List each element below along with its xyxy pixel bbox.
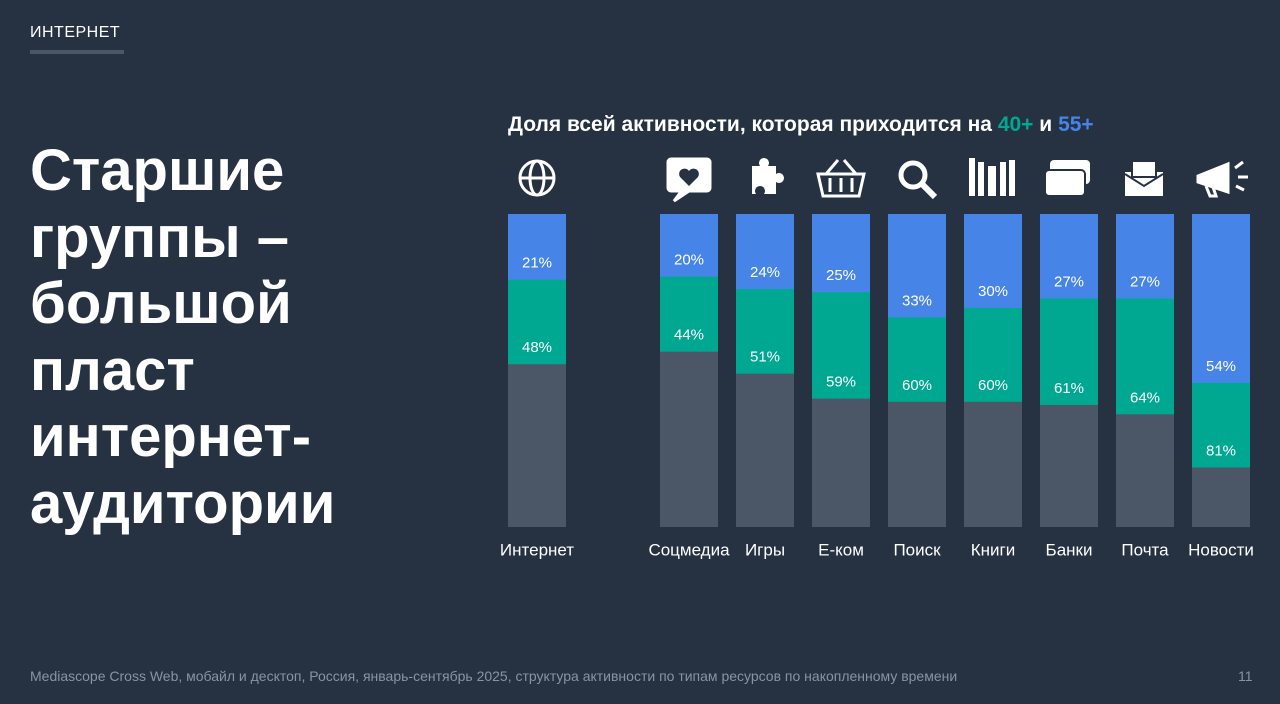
- title-text: и: [1039, 113, 1052, 136]
- heading: Старшие группы – большой пласт интернет-ауди…: [30, 138, 335, 538]
- icon-cards: [1044, 160, 1090, 197]
- value-label: 59%: [826, 374, 856, 391]
- bar-segment: [1040, 214, 1098, 299]
- section-underline: [30, 50, 124, 54]
- bar-segment: [508, 214, 566, 280]
- value-label: 27%: [1130, 273, 1160, 290]
- chart-title: Доля всей активности, которая приходится…: [508, 113, 1094, 136]
- legend-40: 40+: [998, 113, 1034, 136]
- heading-line: большой: [30, 271, 292, 337]
- x-tick-label: Е-ком: [818, 540, 864, 559]
- bar-segment: [964, 214, 1022, 308]
- value-label: 64%: [1130, 389, 1160, 406]
- heading-line: группы –: [30, 204, 290, 270]
- legend-55: 55+: [1058, 113, 1094, 136]
- icon-puzzle: [752, 158, 784, 194]
- value-label: 44%: [674, 327, 704, 344]
- icon-basket: [816, 159, 866, 198]
- section-label: ИНТЕРНЕТ: [30, 24, 121, 41]
- value-label: 54%: [1206, 358, 1236, 375]
- value-label: 48%: [522, 339, 552, 356]
- heading-line: пласт: [30, 337, 195, 403]
- value-label: 25%: [826, 267, 856, 284]
- value-label: 21%: [522, 255, 552, 272]
- source-note: Mediascope Cross Web, мобайл и десктоп, …: [30, 668, 958, 684]
- bar-segment: [888, 214, 946, 318]
- icon-search: [898, 160, 938, 200]
- title-text: Доля всей активности, которая приходится…: [508, 113, 992, 136]
- bar-segment: [660, 214, 718, 277]
- page-number: 11: [1238, 668, 1253, 684]
- value-label: 30%: [978, 283, 1008, 300]
- icon-books: [969, 158, 1015, 196]
- x-tick-label: Соцмедиа: [648, 540, 730, 559]
- bar-segment: [736, 214, 794, 290]
- bar-segment: [812, 214, 870, 293]
- x-tick-label: Интернет: [500, 540, 574, 559]
- value-label: 60%: [978, 377, 1008, 394]
- heading-line: интернет-: [30, 404, 312, 470]
- x-tick-label: Почта: [1121, 540, 1169, 559]
- value-label: 20%: [674, 252, 704, 269]
- icon-mail: [1124, 160, 1164, 196]
- value-label: 81%: [1206, 442, 1236, 459]
- value-label: 27%: [1054, 273, 1084, 290]
- bar-segment: [1116, 214, 1174, 299]
- x-tick-label: Новости: [1188, 540, 1254, 559]
- heading-line: аудитории: [30, 470, 336, 536]
- value-label: 51%: [750, 349, 780, 366]
- heading-line: Старшие: [30, 138, 285, 203]
- x-tick-label: Банки: [1046, 540, 1093, 559]
- value-label: 61%: [1054, 380, 1084, 397]
- icon-heart: [666, 157, 712, 203]
- icon-globe: [518, 159, 556, 197]
- bar-segment: [1192, 214, 1250, 384]
- value-label: 33%: [902, 292, 932, 309]
- x-tick-label: Книги: [971, 540, 1015, 559]
- x-tick-label: Игры: [745, 540, 785, 559]
- value-label: 24%: [750, 264, 780, 281]
- icons: [518, 157, 1248, 203]
- icon-megaphone: [1196, 160, 1248, 198]
- value-label: 60%: [902, 377, 932, 394]
- x-tick-label: Поиск: [893, 540, 941, 559]
